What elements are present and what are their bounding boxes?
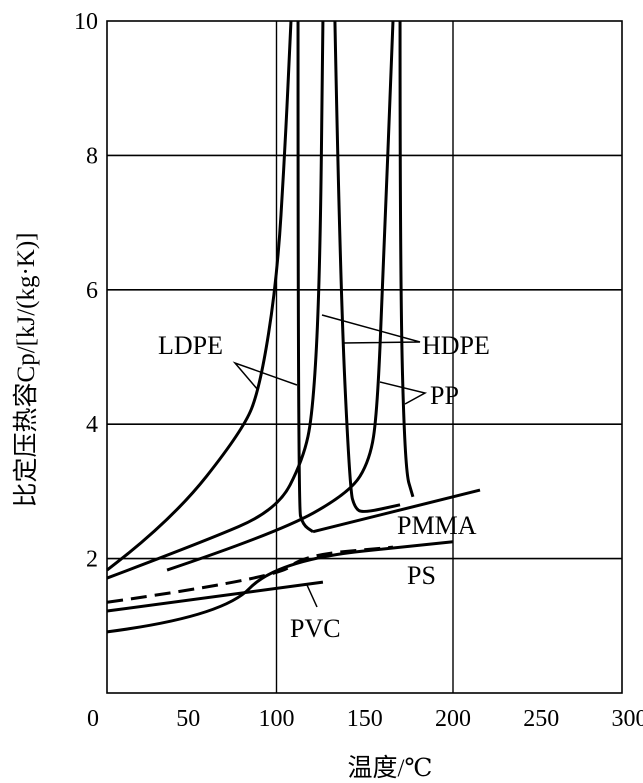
series-line-dashed (106, 545, 394, 604)
hdpe-pointer (321, 314, 421, 344)
tick-labels: 0 50 100 150 200 250 300 2 4 6 8 10 (74, 9, 643, 732)
y-tick-label: 10 (74, 9, 98, 35)
x-tick-label: 200 (435, 706, 471, 732)
label-ldpe: LDPE (158, 331, 223, 360)
y-tick-label: 8 (86, 143, 98, 169)
pp-pointer (379, 381, 428, 405)
x-tick-label: 150 (347, 706, 383, 732)
series-line-hdpe (106, 20, 325, 580)
x-axis-title: 温度/℃ (348, 754, 433, 782)
y-tick-label: 2 (86, 547, 98, 573)
y-axis-title: 比定压热容Cp/[kJ/(kg·K)] (12, 233, 40, 508)
series-line-pp (166, 20, 395, 572)
x-tick-label: 50 (176, 706, 200, 732)
label-pvc: PVC (290, 614, 341, 643)
x-tick-label: 300 (612, 706, 643, 732)
series-line-ps (106, 540, 454, 634)
series-lines (106, 20, 481, 634)
series-line-hdpe (333, 20, 401, 513)
y-tick-label: 6 (86, 278, 98, 304)
x-tick-label: 0 (87, 706, 99, 732)
grid (106, 20, 623, 694)
ldpe-pointer (232, 361, 298, 391)
y-tick-label: 4 (86, 412, 98, 438)
series-line-pp (398, 20, 415, 498)
pvc-pointer (306, 584, 318, 608)
series-line-pvc (106, 580, 324, 613)
x-tick-label: 100 (259, 706, 295, 732)
label-pmma: PMMA (397, 511, 477, 540)
label-pointers (232, 314, 428, 608)
label-pp: PP (430, 381, 459, 410)
plot-frame (106, 20, 623, 694)
series-line-ldpe (296, 20, 314, 533)
x-tick-label: 250 (523, 706, 559, 732)
label-hdpe: HDPE (422, 331, 490, 360)
series-line-ldpe (106, 20, 293, 572)
series-line-pmma (312, 488, 481, 534)
label-ps: PS (407, 561, 436, 590)
